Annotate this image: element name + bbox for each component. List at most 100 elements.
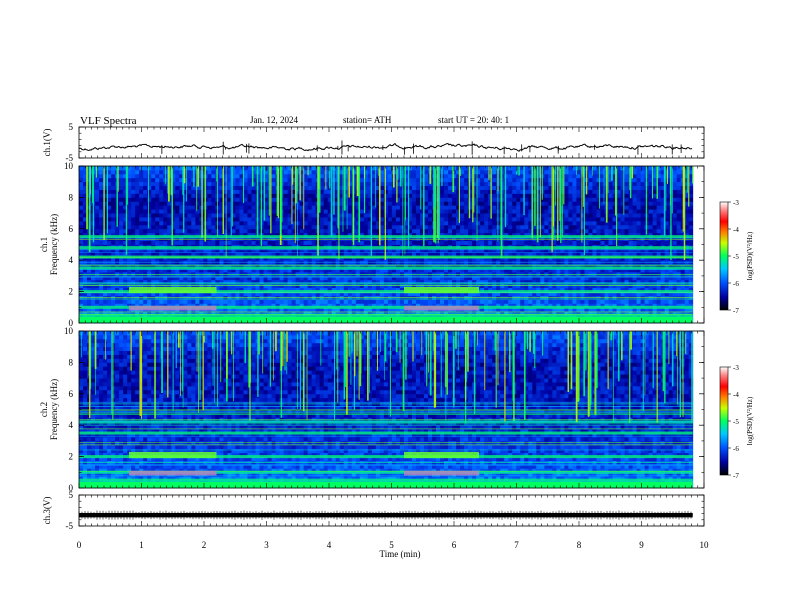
spectrogram-cell (524, 209, 529, 214)
spectrogram-cell (243, 299, 248, 304)
spectrogram-cell (407, 209, 413, 214)
spectrogram-cell (508, 193, 513, 198)
spectrogram-cell (283, 252, 288, 257)
spectrogram-cell (99, 248, 104, 253)
spectrogram-cell (187, 232, 192, 238)
spectrogram-cell (239, 228, 244, 234)
spectrogram-cell (480, 193, 485, 198)
spectrogram-cell (171, 181, 176, 187)
spectrogram-cell (271, 173, 276, 179)
spectrogram-cell (419, 217, 425, 222)
spectrogram-cell (251, 279, 256, 285)
spectrogram-cell (460, 213, 465, 218)
spectrogram-cell (311, 205, 317, 210)
spectrogram-cell (544, 287, 549, 293)
spectrogram-cell (415, 279, 421, 285)
spectrogram-cell (327, 220, 333, 226)
spectrogram-cell (448, 201, 453, 206)
spectrogram-cell (95, 252, 100, 257)
spectrogram-cell (335, 307, 341, 312)
spectrogram-cell (131, 189, 136, 194)
spectrogram-cell (512, 177, 517, 183)
spectrogram-cell (203, 279, 208, 285)
spectrogram-cell (271, 248, 276, 253)
spectrogram-cell (311, 240, 317, 245)
spectrogram-cell (371, 299, 377, 304)
spectrogram-cell (115, 240, 120, 245)
spectrogram-cell (131, 311, 136, 316)
spectrogram-cell (516, 217, 521, 222)
spectrogram-cell (239, 201, 244, 206)
spectrogram-cell (271, 264, 276, 269)
spectrogram-cell (391, 283, 397, 289)
spectrogram-cell (279, 236, 284, 241)
spectrogram-cell (548, 173, 553, 179)
spectrogram-cell (480, 217, 485, 222)
spectrogram-cell (207, 213, 212, 218)
spectrogram-cell (339, 177, 345, 183)
spectrogram-cell (528, 232, 533, 238)
spectrogram-cell (532, 224, 537, 230)
spectrogram-cell (355, 283, 361, 289)
spectrogram-cell (371, 264, 377, 269)
spectrogram-cell (155, 185, 160, 190)
spectrogram-cell (227, 299, 232, 304)
spectrogram-cell (476, 283, 481, 289)
spectrogram-cell (428, 197, 433, 202)
spectrogram-cell (528, 248, 533, 253)
spectrogram-cell (175, 279, 180, 285)
spectrogram-cell (83, 205, 88, 210)
spectrogram-cell (195, 240, 200, 245)
spectrogram-cell (311, 220, 317, 226)
spectrogram-cell (223, 283, 228, 289)
spectrogram-cell (512, 271, 517, 277)
spectrogram-cell (83, 185, 88, 190)
spectrogram-cell (339, 236, 345, 241)
spectrogram-cell (243, 220, 248, 226)
spectrogram-cell (111, 220, 116, 226)
spectrogram-cell (403, 197, 409, 202)
spectrogram-cell (159, 271, 164, 277)
spectrogram-cell (251, 185, 256, 190)
spectrogram-cell (111, 166, 116, 171)
spectrogram-cell (299, 264, 305, 269)
spectrogram-cell (207, 275, 212, 281)
spectrogram-cell (343, 201, 349, 206)
spectrogram-cell (476, 303, 481, 308)
spectrogram-cell (508, 275, 513, 281)
spectrogram-cell (484, 201, 489, 206)
spectrogram-cell (231, 220, 236, 226)
spectrogram-cell (303, 240, 309, 245)
spectrogram-cell (520, 177, 525, 183)
spectrogram-cell (488, 224, 493, 230)
spectrogram-cell (371, 166, 377, 171)
spectrogram-cell (403, 311, 409, 316)
spectrogram-cell (163, 248, 168, 253)
spectrogram-cell (411, 217, 417, 222)
spectrogram-cell (291, 268, 297, 273)
spectrogram-cell (428, 228, 433, 234)
spectrogram-cell (219, 220, 224, 226)
spectrogram-cell (468, 213, 473, 218)
spectrogram-cell (375, 248, 381, 253)
spectrogram-cell (484, 193, 489, 198)
spectrogram-cell (211, 228, 216, 234)
spectrogram-cell (548, 217, 553, 222)
spectrogram-cell (107, 169, 112, 175)
spectrogram-cell (464, 177, 469, 183)
spectrogram-cell (119, 193, 124, 198)
spectrogram-cell (403, 220, 409, 226)
spectrogram-cell (227, 185, 232, 190)
spectrogram-cell (379, 279, 385, 285)
spectrogram-cell (359, 240, 365, 245)
spectrogram-cell (351, 291, 357, 296)
spectrogram-cell (119, 287, 124, 293)
spectrogram-cell (367, 232, 373, 238)
spectrogram-cell (544, 271, 549, 277)
spectrogram-cell (524, 217, 529, 222)
spectrogram-cell (432, 252, 437, 257)
spectrogram-cell (464, 252, 469, 257)
spectrogram-cell (247, 311, 252, 316)
spectrogram-cell (359, 197, 365, 202)
spectrogram-cell (291, 205, 297, 210)
